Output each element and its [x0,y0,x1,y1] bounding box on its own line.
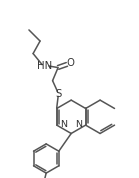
Text: N: N [75,120,82,129]
Text: N: N [60,120,67,129]
Text: S: S [55,89,61,99]
Text: HN: HN [37,61,52,71]
Text: O: O [66,58,74,68]
